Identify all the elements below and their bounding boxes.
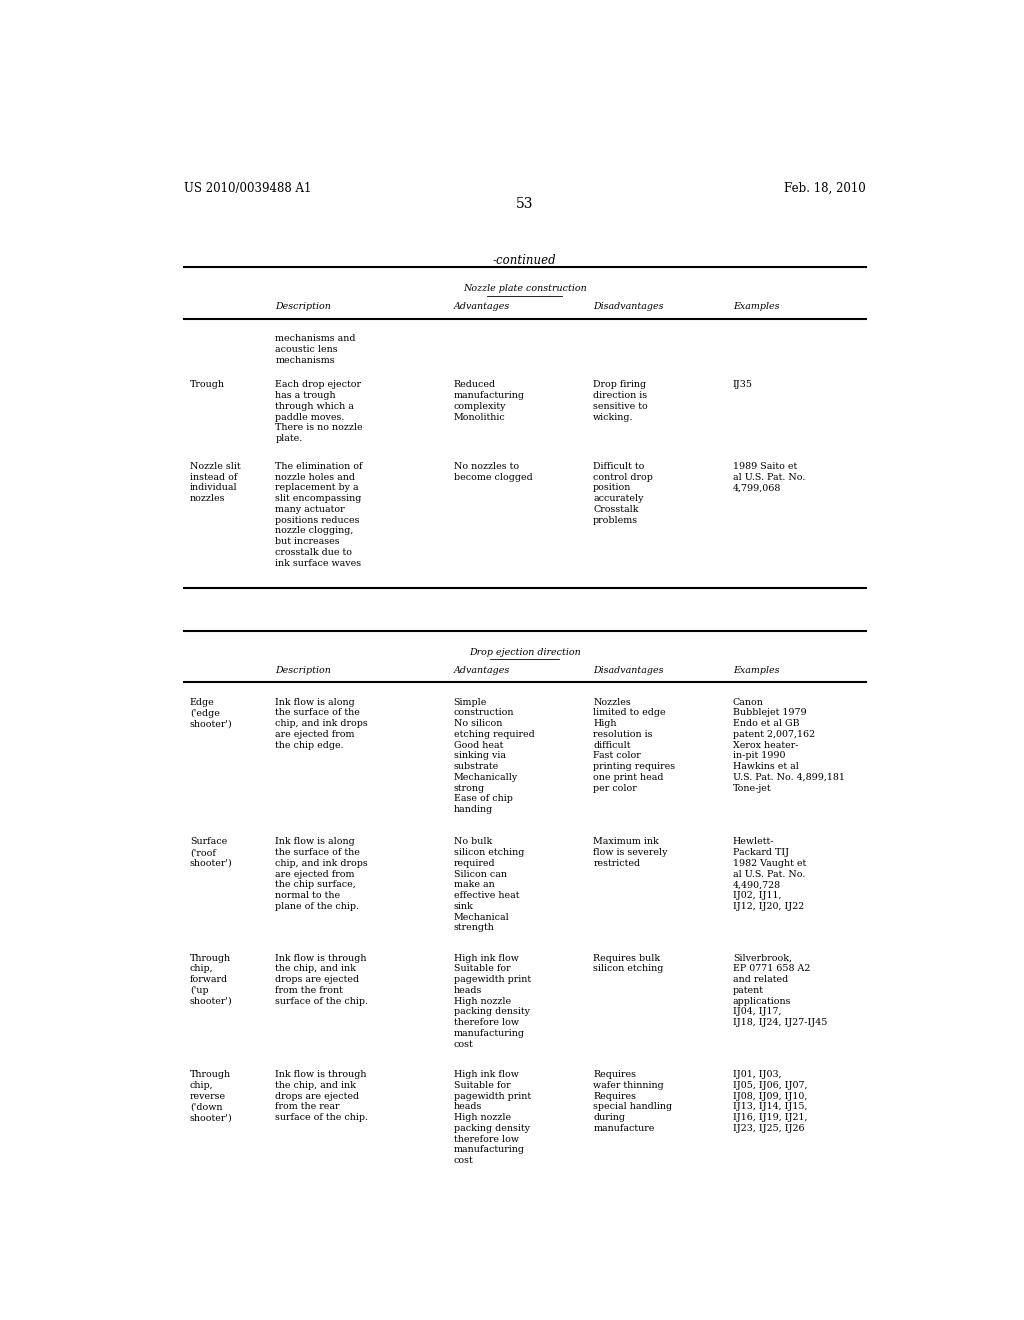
Text: mechanisms and
acoustic lens
mechanisms: mechanisms and acoustic lens mechanisms (275, 334, 355, 364)
Text: Nozzles
limited to edge
High
resolution is
difficult
Fast color
printing require: Nozzles limited to edge High resolution … (593, 697, 675, 792)
Text: 1989 Saito et
al U.S. Pat. No.
4,799,068: 1989 Saito et al U.S. Pat. No. 4,799,068 (733, 462, 805, 492)
Text: The elimination of
nozzle holes and
replacement by a
slit encompassing
many actu: The elimination of nozzle holes and repl… (275, 462, 362, 568)
Text: Ink flow is through
the chip, and ink
drops are ejected
from the front
surface o: Ink flow is through the chip, and ink dr… (275, 954, 369, 1006)
Text: Surface
('roof
shooter'): Surface ('roof shooter') (189, 837, 232, 867)
Text: Description: Description (275, 302, 331, 312)
Text: 53: 53 (516, 197, 534, 211)
Text: Ink flow is along
the surface of the
chip, and ink drops
are ejected from
the ch: Ink flow is along the surface of the chi… (275, 697, 368, 750)
Text: Hewlett-
Packard TIJ
1982 Vaught et
al U.S. Pat. No.
4,490,728
IJ02, IJ11,
IJ12,: Hewlett- Packard TIJ 1982 Vaught et al U… (733, 837, 806, 911)
Text: Canon
Bubblejet 1979
Endo et al GB
patent 2,007,162
Xerox heater-
in-pit 1990
Ha: Canon Bubblejet 1979 Endo et al GB paten… (733, 697, 845, 792)
Text: Nozzle plate construction: Nozzle plate construction (463, 284, 587, 293)
Text: High ink flow
Suitable for
pagewidth print
heads
High nozzle
packing density
the: High ink flow Suitable for pagewidth pri… (454, 1071, 530, 1166)
Text: Feb. 18, 2010: Feb. 18, 2010 (784, 182, 866, 195)
Text: Advantages: Advantages (454, 302, 510, 312)
Text: -continued: -continued (493, 253, 557, 267)
Text: Examples: Examples (733, 302, 779, 312)
Text: High ink flow
Suitable for
pagewidth print
heads
High nozzle
packing density
the: High ink flow Suitable for pagewidth pri… (454, 954, 530, 1048)
Text: Disadvantages: Disadvantages (593, 665, 664, 675)
Text: Trough: Trough (189, 380, 225, 389)
Text: Examples: Examples (733, 665, 779, 675)
Text: Ink flow is through
the chip, and ink
drops are ejected
from the rear
surface of: Ink flow is through the chip, and ink dr… (275, 1071, 369, 1122)
Text: IJ35: IJ35 (733, 380, 753, 389)
Text: US 2010/0039488 A1: US 2010/0039488 A1 (183, 182, 311, 195)
Text: Advantages: Advantages (454, 665, 510, 675)
Text: Through
chip,
forward
('up
shooter'): Through chip, forward ('up shooter') (189, 954, 232, 1006)
Text: Drop firing
direction is
sensitive to
wicking.: Drop firing direction is sensitive to wi… (593, 380, 648, 421)
Text: Nozzle slit
instead of
individual
nozzles: Nozzle slit instead of individual nozzle… (189, 462, 241, 503)
Text: Drop ejection direction: Drop ejection direction (469, 648, 581, 657)
Text: Maximum ink
flow is severely
restricted: Maximum ink flow is severely restricted (593, 837, 668, 867)
Text: Requires
wafer thinning
Requires
special handling
during
manufacture: Requires wafer thinning Requires special… (593, 1071, 673, 1133)
Text: Ink flow is along
the surface of the
chip, and ink drops
are ejected from
the ch: Ink flow is along the surface of the chi… (275, 837, 368, 911)
Text: Through
chip,
reverse
('down
shooter'): Through chip, reverse ('down shooter') (189, 1071, 232, 1122)
Text: No nozzles to
become clogged: No nozzles to become clogged (454, 462, 532, 482)
Text: Difficult to
control drop
position
accurately
Crosstalk
problems: Difficult to control drop position accur… (593, 462, 653, 524)
Text: No bulk
silicon etching
required
Silicon can
make an
effective heat
sink
Mechani: No bulk silicon etching required Silicon… (454, 837, 524, 932)
Text: Each drop ejector
has a trough
through which a
paddle moves.
There is no nozzle
: Each drop ejector has a trough through w… (275, 380, 362, 444)
Text: Silverbrook,
EP 0771 658 A2
and related
patent
applications
IJ04, IJ17,
IJ18, IJ: Silverbrook, EP 0771 658 A2 and related … (733, 954, 827, 1027)
Text: Reduced
manufacturing
complexity
Monolithic: Reduced manufacturing complexity Monolit… (454, 380, 524, 421)
Text: Edge
('edge
shooter'): Edge ('edge shooter') (189, 697, 232, 729)
Text: Disadvantages: Disadvantages (593, 302, 664, 312)
Text: Simple
construction
No silicon
etching required
Good heat
sinking via
substrate
: Simple construction No silicon etching r… (454, 697, 535, 814)
Text: Requires bulk
silicon etching: Requires bulk silicon etching (593, 954, 664, 973)
Text: IJ01, IJ03,
IJ05, IJ06, IJ07,
IJ08, IJ09, IJ10,
IJ13, IJ14, IJ15,
IJ16, IJ19, IJ: IJ01, IJ03, IJ05, IJ06, IJ07, IJ08, IJ09… (733, 1071, 807, 1133)
Text: Description: Description (275, 665, 331, 675)
